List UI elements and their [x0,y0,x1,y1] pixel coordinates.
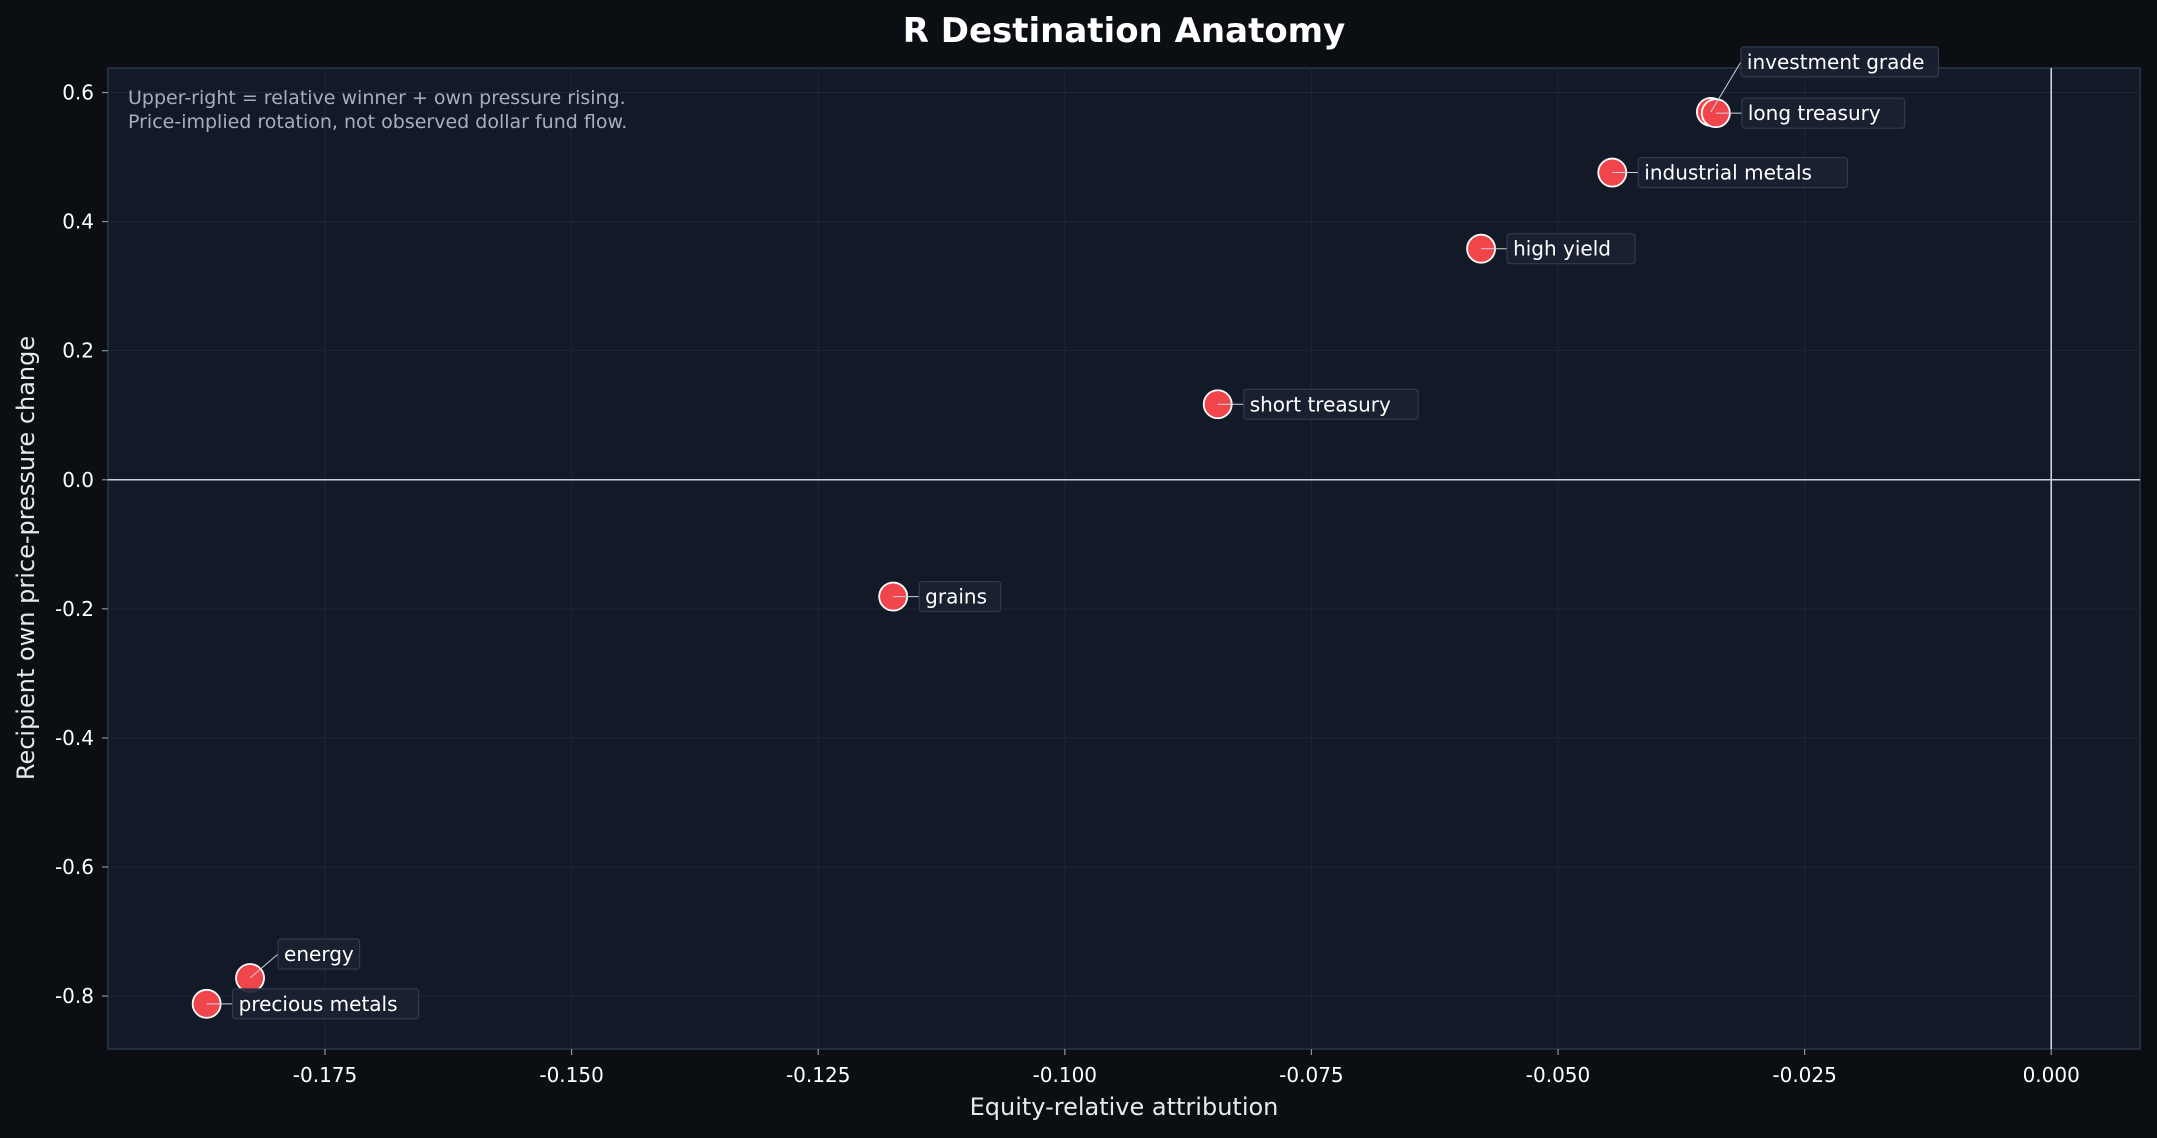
data-label-box [1740,46,1940,78]
y-tick-label: 0.6 [62,81,94,105]
plot-area: -0.175 -0.150 -0.125 -0.100 -0.075 -0.050 -0.0… [55,46,2141,1087]
x-tick-label: -0.100 [1033,1063,1097,1087]
data-point-label: industrial metals [1644,161,1812,185]
data-label-box [1741,97,1906,129]
y-tick-label: 0.2 [62,339,94,363]
data-label-box [1637,156,1849,189]
data-label-box [277,938,361,970]
x-tick-label: -0.150 [539,1063,603,1087]
data-point-label: high yield [1513,237,1611,261]
x-tick-label: -0.025 [1772,1063,1836,1087]
x-tick-label: 0.000 [2023,1063,2080,1087]
x-tick-label: -0.125 [786,1063,850,1087]
data-point-label: short treasury [1250,392,1391,416]
x-tick-label: -0.050 [1526,1063,1590,1087]
y-tick-label: 0.4 [62,210,94,234]
y-tick-label: -0.6 [55,855,94,879]
chart-title: R Destination Anatomy [903,11,1346,51]
data-point-label: long treasury [1748,101,1881,125]
data-point-label: precious metals [239,992,398,1016]
data-label-box [1243,388,1419,420]
data-label-box [918,580,1002,613]
y-tick-label: -0.4 [55,726,94,750]
label-leader-line [1710,61,1742,113]
y-tick-label: -0.2 [55,597,94,621]
plot-background [107,67,2141,1050]
annotation-note-line: Price-implied rotation, not observed dol… [128,111,627,133]
annotation-note-line: Upper-right = relative winner + own pres… [128,87,626,109]
y-tick-label: 0.0 [62,468,94,492]
y-tick-label: -0.8 [55,984,94,1008]
label-leader-line [249,953,279,979]
x-tick-label: -0.075 [1279,1063,1343,1087]
x-tick-label: -0.175 [293,1063,357,1087]
data-point-label: energy [284,942,354,966]
data-label-box [1506,233,1636,265]
data-label-box [232,988,420,1020]
x-axis-label: Equity-relative attribution [970,1093,1279,1121]
y-axis-label: Recipient own price-pressure change [12,336,40,780]
data-point-label: investment grade [1747,50,1924,74]
data-point-label: grains [925,585,987,609]
